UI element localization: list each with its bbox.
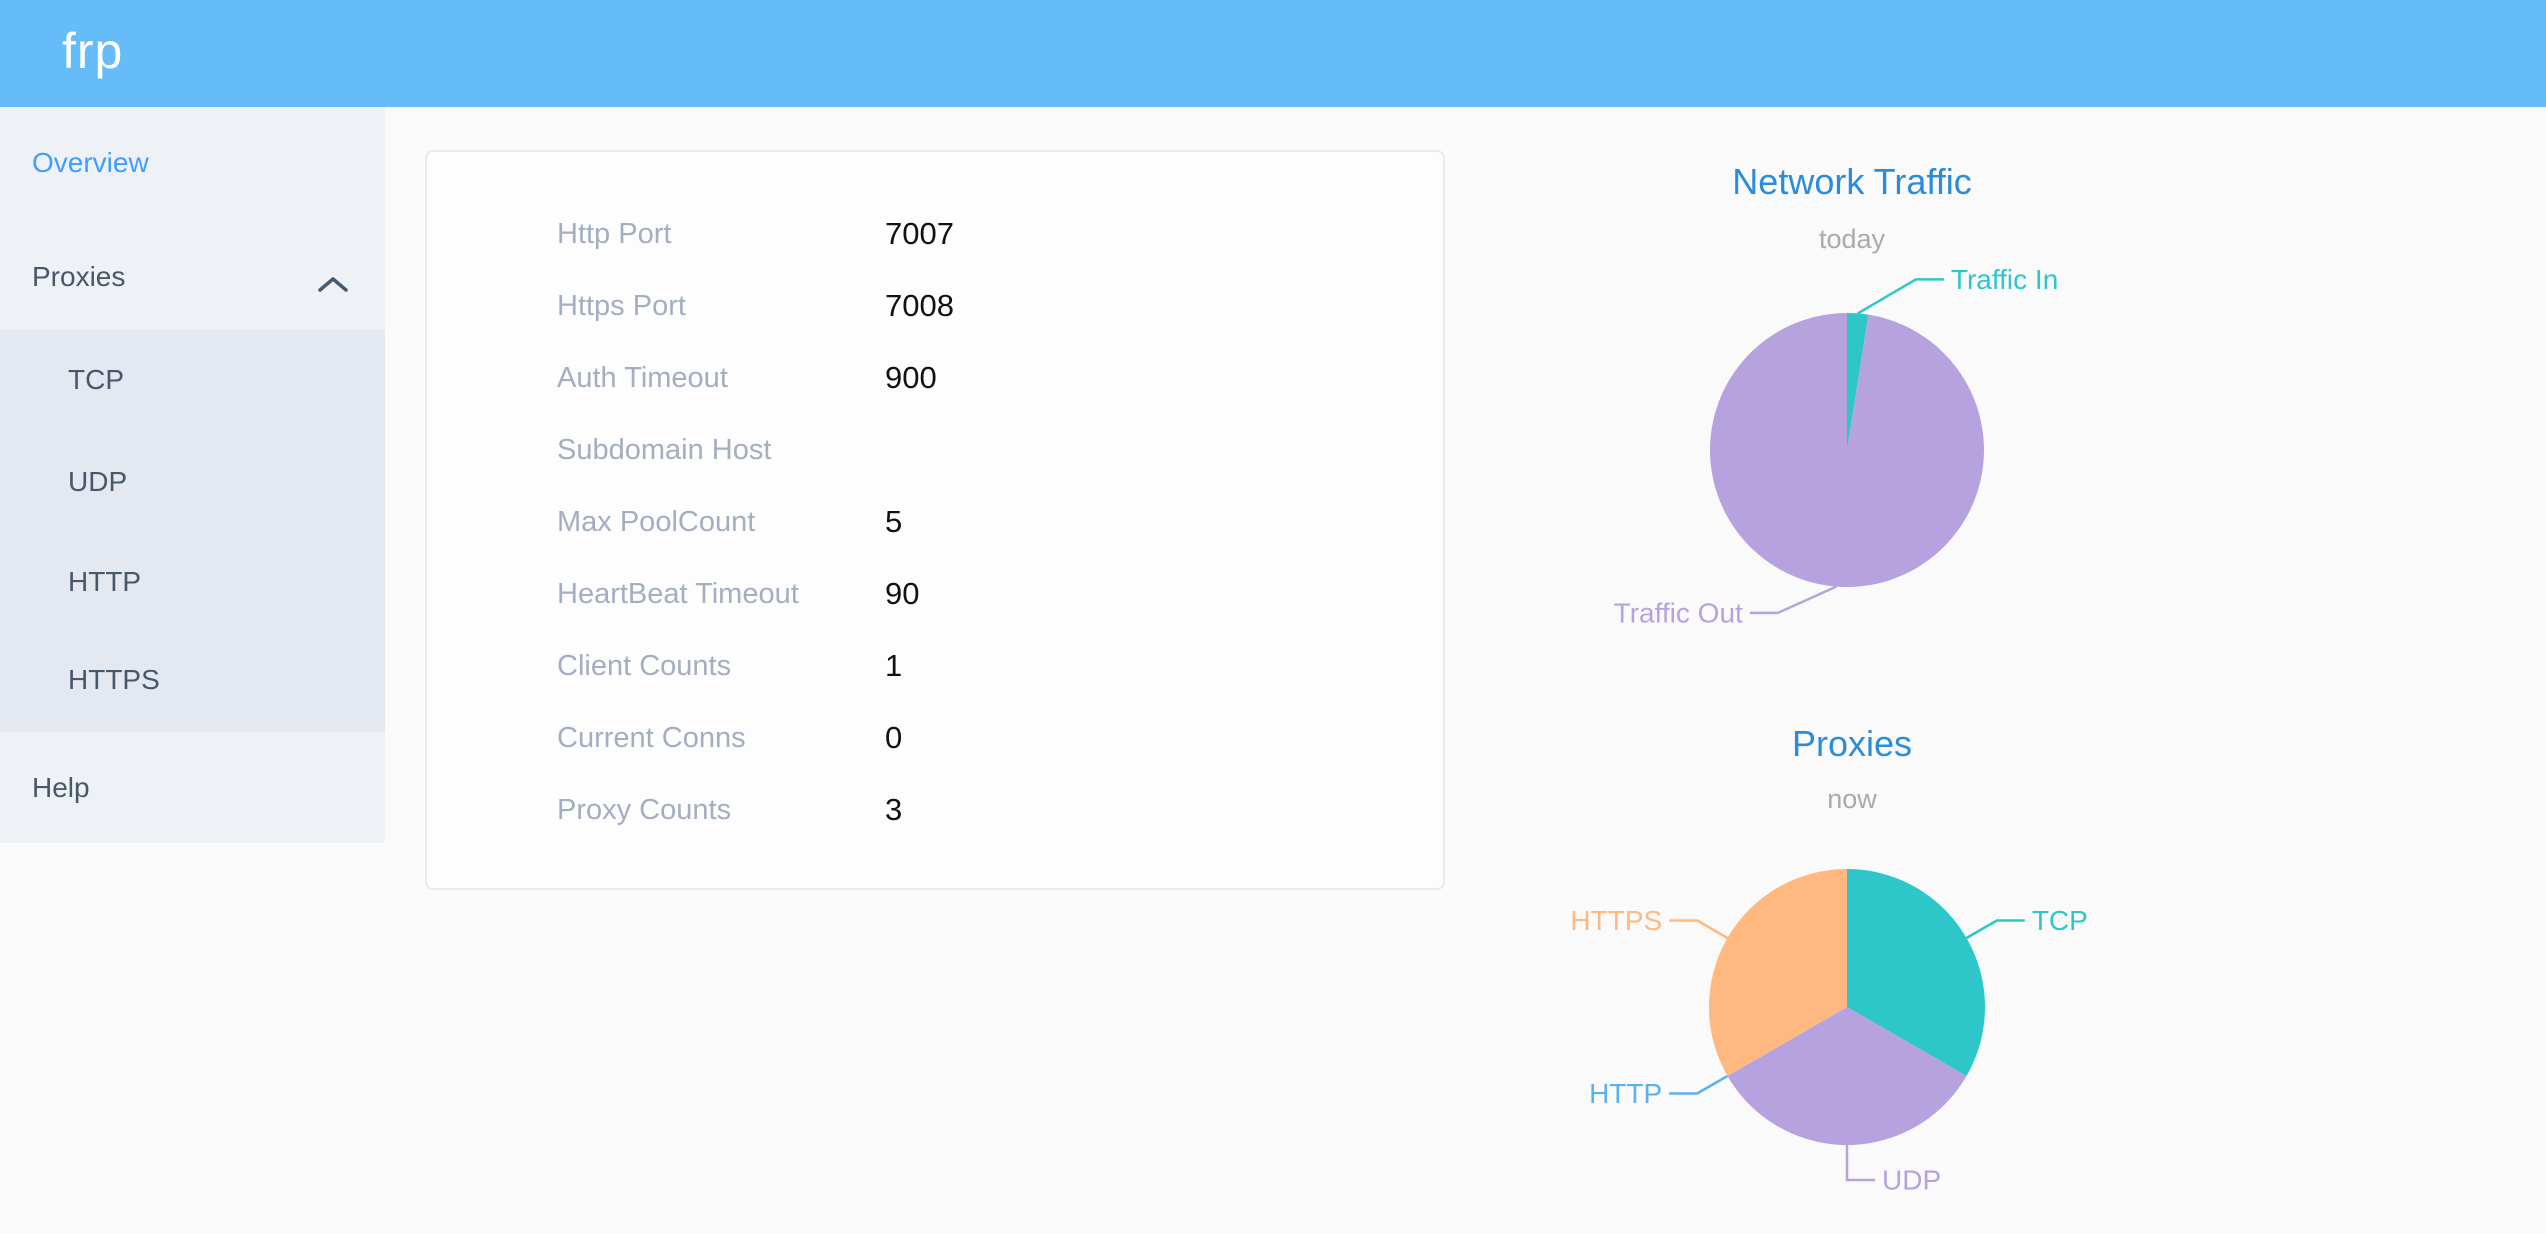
chart-title: Proxies <box>1792 723 1912 764</box>
table-row: Current Conns 0 <box>427 702 1443 774</box>
row-value: 7008 <box>885 288 954 323</box>
table-row: Http Port 7007 <box>427 198 1443 270</box>
chevron-up-icon[interactable] <box>318 268 348 292</box>
network-traffic-pie-chart: Network Traffic today Traffic In Traffic Ou… <box>1614 161 2059 628</box>
sidebar-item-https[interactable]: HTTPS <box>68 664 160 695</box>
row-value: 3 <box>885 792 903 827</box>
pie-label-line <box>1965 919 2025 940</box>
table-row: Https Port 7008 <box>427 270 1443 342</box>
sidebar-item-proxies[interactable]: Proxies <box>0 227 385 327</box>
pie-label-line <box>1845 1145 1875 1182</box>
pie-slice-https[interactable] <box>1709 869 1847 1076</box>
pie-label-line <box>1749 585 1837 615</box>
chart-subtitle: today <box>1819 224 1886 254</box>
table-row: Proxy Counts 3 <box>427 774 1443 846</box>
pie-slice-udp[interactable] <box>1727 1007 1967 1145</box>
sidebar-submenu-proxies: TCP UDP HTTP HTTPS <box>0 330 385 732</box>
pie-label-line <box>1669 1074 1729 1095</box>
row-label: Current Conns <box>557 721 746 754</box>
sidebar: Overview Proxies TCP UDP HTTP HTTPS Help <box>0 107 385 843</box>
sidebar-item-http[interactable]: HTTP <box>68 566 142 597</box>
chart-title: Network Traffic <box>1732 161 1971 202</box>
row-label: Https Port <box>557 289 686 322</box>
row-value: 0 <box>885 720 903 755</box>
row-label: HeartBeat Timeout <box>557 577 799 610</box>
sidebar-item-overview[interactable]: Overview <box>32 147 149 178</box>
pie-label: HTTP <box>1589 1078 1662 1109</box>
row-value: 5 <box>885 504 903 539</box>
pie-label-line <box>1857 278 1944 315</box>
pie-label: HTTPS <box>1570 905 1662 936</box>
table-row: Subdomain Host <box>427 414 1443 486</box>
pie-slice-traffic-in[interactable] <box>1847 313 1869 450</box>
row-value: 1 <box>885 648 903 683</box>
app-header: frp <box>0 0 2546 107</box>
pie-label: UDP <box>1882 1165 1941 1196</box>
row-value: 90 <box>885 576 920 611</box>
chart-subtitle: now <box>1827 784 1877 814</box>
table-row: Max PoolCount 5 <box>427 486 1443 558</box>
table-row: HeartBeat Timeout 90 <box>427 558 1443 630</box>
row-label: Max PoolCount <box>557 505 756 538</box>
pie-label: Traffic Out <box>1614 597 1743 628</box>
pie-slice-tcp[interactable] <box>1847 869 1985 1076</box>
row-label: Subdomain Host <box>557 433 772 466</box>
app-logo: frp <box>62 23 124 79</box>
server-info-card: Http Port 7007 Https Port 7008 Auth Time… <box>425 150 1445 890</box>
sidebar-item-help[interactable]: Help <box>32 772 90 803</box>
row-label: Client Counts <box>557 649 732 682</box>
sidebar-item-tcp[interactable]: TCP <box>68 364 124 395</box>
proxies-pie-chart: Proxies now TCP UDP HTTP HTTPS <box>1570 723 2088 1196</box>
table-row: Auth Timeout 900 <box>427 342 1443 414</box>
row-label: Auth Timeout <box>557 361 728 394</box>
pie-label: Traffic In <box>1951 264 2058 295</box>
sidebar-item-udp[interactable]: UDP <box>68 466 128 497</box>
row-value: 900 <box>885 360 937 395</box>
row-value: 7007 <box>885 216 954 251</box>
pie-slice-traffic-out[interactable] <box>1710 313 1985 587</box>
row-label: Proxy Counts <box>557 793 732 826</box>
table-row: Client Counts 1 <box>427 630 1443 702</box>
sidebar-item-proxies-label: Proxies <box>32 261 126 292</box>
pie-label: TCP <box>2032 905 2088 936</box>
pie-label-line <box>1669 919 1729 940</box>
row-label: Http Port <box>557 217 672 250</box>
